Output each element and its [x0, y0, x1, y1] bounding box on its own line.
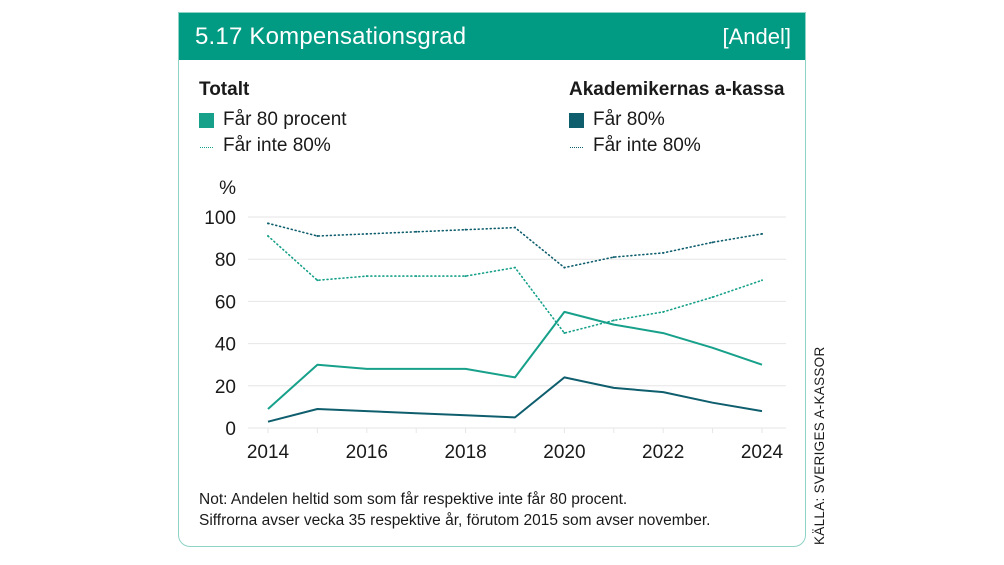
- y-tick-label: 60: [215, 292, 236, 313]
- series-line-totalt-solid: [267, 310, 763, 410]
- legend-title-akademikernas: Akademikernas a-kassa: [569, 79, 785, 100]
- legend-totalt: Totalt Får 80 procent Får inte 80%: [199, 79, 347, 159]
- data-point: [563, 332, 566, 335]
- y-axis-label: %: [219, 178, 236, 199]
- y-tick-label: 40: [215, 335, 236, 356]
- series-line-akademikernas-solid: [267, 376, 763, 423]
- y-tick-label: 80: [215, 250, 236, 271]
- data-point: [761, 279, 763, 282]
- y-tick-label: 20: [215, 377, 236, 398]
- data-point: [415, 230, 418, 233]
- data-point: [612, 319, 615, 322]
- note-line-1: Not: Andelen heltid som som får respekti…: [199, 491, 628, 508]
- data-point: [365, 275, 368, 278]
- x-tick-label: 2022: [642, 442, 684, 463]
- chart-header: 5.17 Kompensationsgrad [Andel]: [179, 13, 805, 60]
- legend-swatch-dotted: [199, 139, 214, 154]
- data-point: [316, 234, 319, 237]
- data-point: [267, 234, 269, 237]
- x-tick-label: 2024: [741, 442, 784, 463]
- data-point: [514, 266, 516, 269]
- data-point: [612, 256, 615, 259]
- x-tick-label: 2014: [247, 442, 290, 463]
- data-point: [563, 266, 566, 269]
- legend-swatch-solid: [199, 112, 214, 128]
- data-point: [514, 226, 516, 229]
- data-point: [316, 279, 319, 282]
- data-point: [711, 296, 714, 299]
- data-point: [365, 232, 368, 235]
- legend-akademikernas: Akademikernas a-kassa Får 80% Får inte 8…: [569, 79, 784, 159]
- legend-title-totalt: Totalt: [199, 79, 250, 100]
- legend-label: Får 80%: [593, 109, 665, 130]
- data-point: [662, 251, 665, 254]
- data-point: [464, 275, 467, 278]
- legend-swatch-solid: [569, 112, 584, 128]
- data-point: [415, 275, 418, 278]
- x-tick-label: 2016: [346, 442, 388, 463]
- series-line-akademikernas-dotted: [267, 222, 763, 269]
- legend-item-totalt-far80: Får 80 procent: [199, 107, 347, 133]
- legend-label: Får inte 80%: [593, 135, 701, 156]
- chart-unit: [Andel]: [722, 23, 792, 49]
- chart-card: 5.17 Kompensationsgrad [Andel] Totalt Få…: [178, 12, 806, 547]
- y-tick-label: 0: [225, 419, 236, 440]
- x-tick-label: 2018: [444, 442, 486, 463]
- source-label: KÄLLA: SVERIGES A-KASSOR: [812, 346, 827, 545]
- chart-note: Not: Andelen heltid som som får respekti…: [199, 489, 710, 531]
- legend-label: Får inte 80%: [223, 135, 331, 156]
- legend-item-akademikernas-farinte80: Får inte 80%: [569, 133, 784, 159]
- data-point: [464, 228, 467, 231]
- data-point: [711, 241, 714, 244]
- legend-item-totalt-farinte80: Får inte 80%: [199, 133, 347, 159]
- x-tick-label: 2020: [543, 442, 585, 463]
- legend-label: Får 80 procent: [223, 109, 347, 130]
- data-point: [761, 232, 763, 235]
- data-point: [267, 222, 269, 225]
- legend-item-akademikernas-far80: Får 80%: [569, 107, 784, 133]
- series-line-totalt-dotted: [267, 235, 763, 334]
- data-point: [662, 310, 665, 313]
- note-line-2: Siffrorna avser vecka 35 respektive år, …: [199, 512, 711, 529]
- y-tick-label: 100: [204, 208, 236, 229]
- chart-title: 5.17 Kompensationsgrad: [195, 22, 467, 50]
- legend-swatch-dotted: [569, 139, 584, 154]
